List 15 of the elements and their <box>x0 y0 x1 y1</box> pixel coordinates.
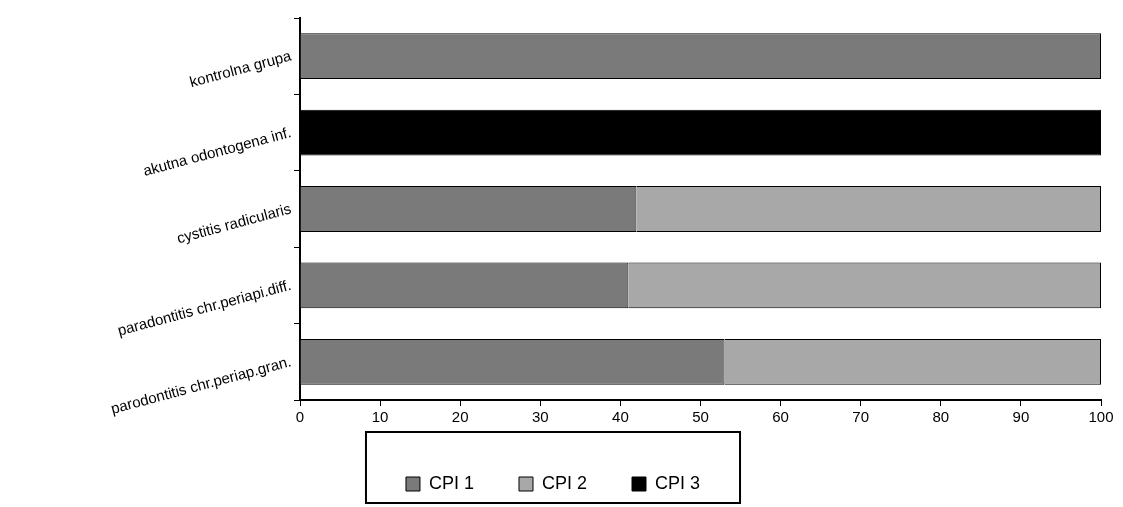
x-tick-label: 50 <box>692 408 709 426</box>
x-tick-label: 0 <box>295 408 305 426</box>
x-tick-label: 100 <box>1088 408 1114 426</box>
legend-label: CPI 3 <box>655 472 701 493</box>
legend-label: CPI 2 <box>541 472 588 493</box>
x-tick-label: 30 <box>531 408 549 426</box>
x-tick-label: 10 <box>371 408 389 426</box>
x-tick-label: 80 <box>932 408 950 426</box>
legend-label: CPI 1 <box>428 472 474 493</box>
x-tick-label: 40 <box>612 408 629 426</box>
x-tick-label: 90 <box>1012 408 1030 426</box>
x-tick-label: 60 <box>772 408 789 426</box>
x-tick-label: 70 <box>852 408 870 426</box>
y-tick-label: kontrolna grupa <box>187 46 294 91</box>
x-tick-label: 20 <box>451 408 469 426</box>
